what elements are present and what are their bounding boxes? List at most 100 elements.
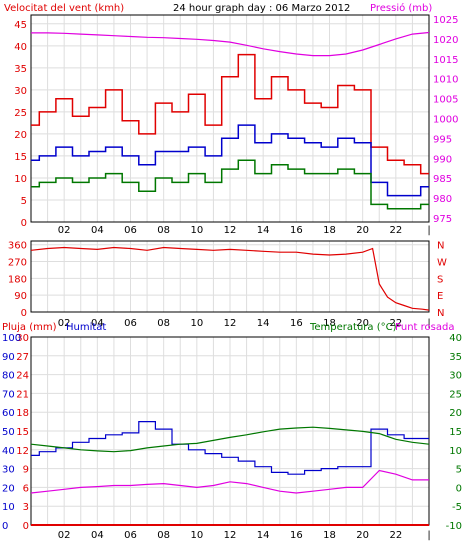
hour-tick-label: 04 xyxy=(91,318,104,329)
temperature-tick-label: 5 xyxy=(456,465,462,476)
hour-tick-label: 20 xyxy=(356,225,369,236)
hour-tick-label: 16 xyxy=(290,225,303,236)
wind-series-line xyxy=(31,159,429,210)
hour-tick-label: 02 xyxy=(58,318,71,329)
hour-tick-label: 20 xyxy=(356,318,369,329)
wind-plot-frame xyxy=(30,14,430,223)
pressure-tick-label: 1015 xyxy=(433,55,458,66)
wind-hour-axis: 02 04 06 08 10 12 14 16 18 20 22 | xyxy=(58,225,431,236)
direction-degree-axis: 0 90 180 270 360 xyxy=(8,241,27,319)
dew-point-axis-title: Punt rosada xyxy=(395,322,454,333)
hour-tick-end: | xyxy=(427,530,430,541)
temperature-tick-label: -10 xyxy=(446,521,462,532)
hour-tick-label: 22 xyxy=(389,225,402,236)
hour-tick-end: | xyxy=(427,225,430,236)
hour-tick-label: 08 xyxy=(157,530,170,541)
hour-tick-label: 10 xyxy=(190,318,203,329)
hour-tick-label: 12 xyxy=(224,318,237,329)
rain-tick-label: 9 xyxy=(23,465,29,476)
direction-degree-tick-label: 360 xyxy=(8,241,27,252)
direction-plot-frame xyxy=(30,240,430,313)
wind-series-line xyxy=(31,31,430,57)
rain-tick-label: 3 xyxy=(23,502,29,513)
temperature-series-line xyxy=(30,426,430,453)
compass-tick-label: N xyxy=(437,308,444,319)
rain-tick-label: 0 xyxy=(23,521,29,532)
wind-speed-tick-label: 30 xyxy=(14,86,27,97)
temperature-tick-label: 15 xyxy=(449,427,462,438)
temperature-series-line xyxy=(31,421,429,475)
hour-tick-label: 12 xyxy=(224,530,237,541)
wind-speed-tick-label: 15 xyxy=(14,152,27,163)
hour-tick-label: 22 xyxy=(389,530,402,541)
hour-tick-label: 02 xyxy=(58,225,71,236)
wind-speed-tick-label: 35 xyxy=(14,64,27,75)
wind-speed-tick-label: 0 xyxy=(21,218,27,229)
hour-tick-label: 02 xyxy=(58,530,71,541)
pressure-axis: 975 980 985 990 995 1000 1005 1010 1015 1020 1025 xyxy=(433,15,458,225)
hour-tick-label: 18 xyxy=(323,530,336,541)
hour-tick-label: 14 xyxy=(257,318,270,329)
direction-degree-tick-label: 0 xyxy=(21,308,27,319)
hour-tick-label: 20 xyxy=(356,530,369,541)
compass-tick-label: E xyxy=(437,291,443,302)
wind-grid xyxy=(31,15,429,223)
temperature-tick-label: 0 xyxy=(456,483,462,494)
graph-title: 24 hour graph day : 06 Marzo 2012 xyxy=(173,3,350,14)
rain-tick-label: 6 xyxy=(23,483,29,494)
temperature-tick-label: 10 xyxy=(449,446,462,457)
temperature-series-line xyxy=(30,469,429,494)
wind-speed-axis: 0 5 10 15 20 25 30 35 40 45 xyxy=(14,20,27,229)
hour-tick-label: 16 xyxy=(290,318,303,329)
pressure-axis-title: Pressió (mb) xyxy=(370,2,432,14)
hour-tick-label: 06 xyxy=(124,530,137,541)
hour-tick-label: 18 xyxy=(323,225,336,236)
wind-series xyxy=(31,31,430,210)
direction-degree-tick-label: 270 xyxy=(8,258,27,269)
wind-speed-axis-title: Velocitat del vent (kmh) xyxy=(4,3,124,14)
hour-tick-label: 18 xyxy=(323,318,336,329)
hour-tick-label: 06 xyxy=(124,318,137,329)
temperature-tick-label: -5 xyxy=(452,502,462,513)
hour-tick-label: 08 xyxy=(157,318,170,329)
direction-degree-tick-label: 90 xyxy=(14,291,27,302)
wind-series-line xyxy=(31,124,429,197)
compass-tick-label: N xyxy=(437,241,444,252)
wind-speed-tick-label: 25 xyxy=(14,108,27,119)
direction-series xyxy=(30,246,430,311)
hour-tick-label: 14 xyxy=(257,530,270,541)
hour-tick-label: 10 xyxy=(190,530,203,541)
hour-tick-label: 14 xyxy=(257,225,270,236)
pressure-tick-label: 1005 xyxy=(433,95,458,106)
direction-degree-tick-label: 180 xyxy=(8,274,27,285)
rain-tick-label: 27 xyxy=(16,352,29,363)
humidity-tick-label: 60 xyxy=(2,408,15,419)
rain-tick-label: 21 xyxy=(16,389,29,400)
humidity-tick-label: 100 xyxy=(2,333,21,344)
humidity-tick-label: 90 xyxy=(2,352,15,363)
wind-series-line xyxy=(31,53,429,175)
temperature-series xyxy=(30,421,430,526)
temperature-tick-label: 25 xyxy=(449,389,462,400)
humidity-tick-label: 10 xyxy=(2,502,15,513)
pressure-tick-label: 995 xyxy=(433,134,452,145)
wind-speed-tick-label: 45 xyxy=(14,20,27,31)
pressure-tick-label: 1010 xyxy=(433,75,458,86)
hour-tick-label: 16 xyxy=(290,530,303,541)
hour-tick-label: 06 xyxy=(124,225,137,236)
pressure-tick-label: 975 xyxy=(433,214,452,225)
rain-tick-label: 24 xyxy=(16,371,29,382)
temperature-tick-label: 35 xyxy=(449,352,462,363)
rain-axis-title: Pluja (mm) xyxy=(2,322,57,333)
humidity-tick-label: 70 xyxy=(2,389,15,400)
pressure-tick-label: 1000 xyxy=(433,115,458,126)
rain-axis: 0 3 6 9 12 15 18 21 24 27 30 xyxy=(16,333,29,532)
hour-tick-end: | xyxy=(427,318,430,329)
hour-tick-label: 12 xyxy=(224,225,237,236)
rain-tick-label: 12 xyxy=(16,446,29,457)
